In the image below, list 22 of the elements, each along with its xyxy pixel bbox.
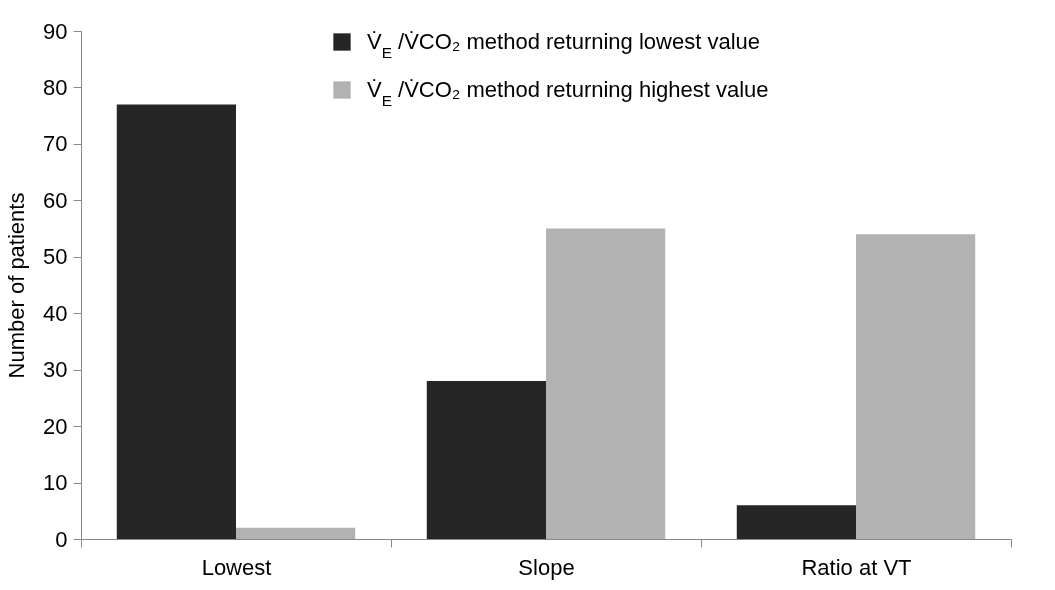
bar	[236, 527, 356, 539]
x-tick-label: Lowest	[201, 554, 272, 580]
y-tick-label: 50	[43, 244, 68, 270]
y-tick-label: 0	[55, 526, 68, 552]
legend-label: V̇$_{E}$ /V̇CO₂ method returning lowest value	[367, 29, 761, 61]
y-tick-label: 20	[43, 413, 68, 439]
bar	[856, 234, 976, 539]
y-tick-label: 60	[43, 187, 68, 213]
y-axis-title: Number of patients	[4, 192, 30, 379]
bar	[116, 104, 236, 539]
y-tick-label: 10	[43, 470, 68, 496]
bar	[426, 380, 546, 539]
y-tick-label: 70	[43, 131, 68, 157]
y-tick-label: 80	[43, 74, 68, 100]
x-tick-label: Slope	[518, 554, 575, 580]
bar	[736, 505, 856, 539]
legend-label: V̇$_{E}$ /V̇CO₂ method returning highest value	[367, 77, 769, 109]
y-tick-label: 40	[43, 300, 68, 326]
y-tick-label: 90	[43, 18, 68, 44]
y-tick-label: 30	[43, 357, 68, 383]
x-tick-label: Ratio at VT	[801, 554, 912, 580]
bar	[546, 228, 666, 539]
